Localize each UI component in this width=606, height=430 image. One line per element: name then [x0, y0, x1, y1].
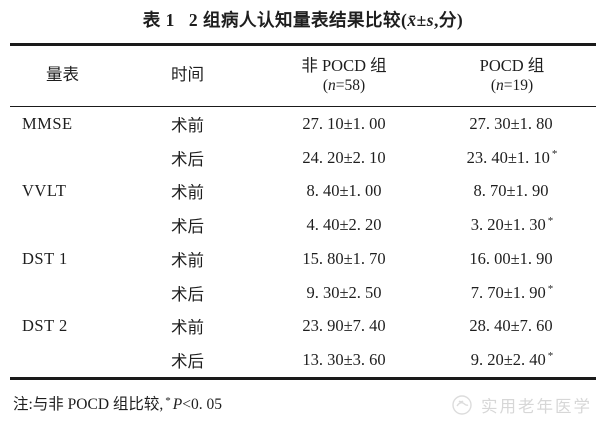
pocd-value: 9. 20±2. 40 *	[470, 350, 554, 370]
header-rule	[10, 105, 596, 107]
non-pocd-value: 23. 90±7. 40	[302, 316, 386, 336]
table-header-row: 量表 时间 非 POCD 组 (n=58) POCD 组 (n=19)	[10, 46, 596, 106]
header-pocd-label: POCD 组	[479, 55, 545, 75]
footnote-p-symbol: P	[172, 396, 183, 413]
journal-watermark-text: 实用老年医学	[481, 397, 592, 416]
time-cell: 术后	[171, 149, 204, 169]
title-paren-open: (	[401, 10, 408, 30]
header-scale: 量表	[46, 65, 79, 85]
time-cell: 术后	[171, 352, 204, 372]
table-row: 术后 24. 20±2. 10 23. 40±1. 10 *	[10, 141, 596, 175]
scale-cell: DST 1	[22, 248, 68, 268]
scale-cell: DST 2	[22, 316, 68, 336]
table-row: 术后 9. 30±2. 50 7. 70±1. 90 *	[10, 276, 596, 310]
table-footnote: 注:与非 POCD 组比较, * P<0. 05	[13, 392, 222, 414]
table-body: MMSE 术前 27. 10±1. 00 27. 30±1. 80 术后 24.…	[10, 107, 596, 377]
scale-cell: VVLT	[22, 181, 67, 201]
time-cell: 术前	[171, 250, 204, 270]
table-row: 术后 4. 40±2. 20 3. 20±1. 30 *	[10, 208, 596, 242]
data-table: 量表 时间 非 POCD 组 (n=58) POCD 组 (n=19) MMSE…	[10, 43, 596, 380]
time-cell: 术后	[171, 217, 204, 237]
table-title: 表 1 2 组病人认知量表结果比较(x̄±s,分)	[0, 7, 606, 32]
bottom-rule	[10, 376, 596, 380]
table-row: VVLT 术前 8. 40±1. 00 8. 70±1. 90	[10, 174, 596, 208]
pocd-value: 23. 40±1. 10 *	[466, 147, 558, 167]
footnote-star: *	[165, 395, 171, 407]
table-title-text: 2 组病人认知量表结果比较	[188, 10, 402, 30]
top-rule	[10, 43, 596, 46]
footnote-text: 注:与非 POCD 组比较,	[13, 396, 164, 413]
non-pocd-value: 4. 40±2. 20	[306, 215, 382, 235]
header-non-pocd-label: 非 POCD 组	[301, 55, 387, 75]
title-paren-close: ,分)	[434, 10, 464, 30]
footnote-p-value: <0. 05	[182, 396, 222, 413]
significance-star: *	[547, 282, 554, 295]
pocd-value: 3. 20±1. 30 *	[470, 215, 554, 235]
pocd-value: 7. 70±1. 90 *	[470, 282, 554, 302]
table-row: DST 1 术前 15. 80±1. 70 16. 00±1. 90	[10, 242, 596, 276]
pocd-value: 16. 00±1. 90	[469, 248, 553, 268]
time-cell: 术前	[171, 318, 204, 338]
significance-star: *	[547, 215, 554, 228]
header-pocd-group: POCD 组 (n=19)	[428, 56, 596, 96]
header-time: 时间	[171, 65, 204, 85]
table-row: DST 2 术前 23. 90±7. 40 28. 40±7. 60	[10, 309, 596, 343]
pocd-value: 8. 70±1. 90	[473, 181, 549, 201]
significance-star: *	[547, 350, 554, 363]
title-stat-notation: x̄±s	[407, 10, 435, 30]
table-row: MMSE 术前 27. 10±1. 00 27. 30±1. 80	[10, 107, 596, 141]
header-non-pocd-group: 非 POCD 组 (n=58)	[260, 56, 428, 96]
time-cell: 术前	[171, 115, 204, 135]
non-pocd-value: 24. 20±2. 10	[302, 147, 386, 167]
header-pocd-n: (n=19)	[490, 77, 534, 95]
pocd-value: 27. 30±1. 80	[469, 113, 553, 133]
non-pocd-value: 13. 30±3. 60	[302, 350, 386, 370]
table-number: 表 1	[142, 10, 175, 30]
non-pocd-value: 27. 10±1. 00	[302, 113, 386, 133]
header-non-pocd-n: (n=58)	[322, 77, 366, 95]
journal-watermark: 实用老年医学	[450, 393, 592, 417]
time-cell: 术后	[171, 284, 204, 304]
table-row: 术后 13. 30±3. 60 9. 20±2. 40 *	[10, 343, 596, 377]
non-pocd-value: 9. 30±2. 50	[306, 282, 382, 302]
significance-star: *	[551, 147, 558, 160]
journal-logo-icon	[452, 395, 472, 415]
non-pocd-value: 15. 80±1. 70	[302, 248, 386, 268]
time-cell: 术前	[171, 183, 204, 203]
scale-cell: MMSE	[22, 113, 73, 133]
pocd-value: 28. 40±7. 60	[469, 316, 553, 336]
non-pocd-value: 8. 40±1. 00	[306, 181, 382, 201]
